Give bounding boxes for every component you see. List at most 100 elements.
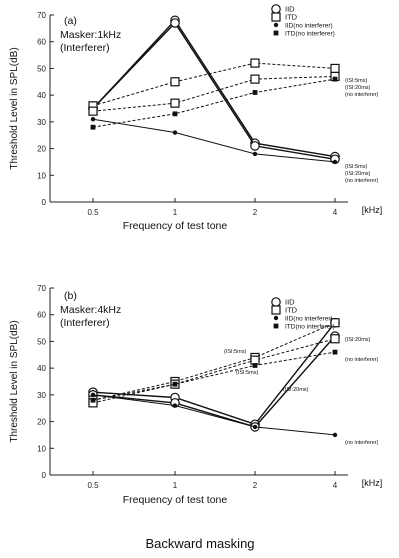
data-point [90, 116, 96, 122]
series-annotation: (ISI:5ms) [345, 164, 367, 170]
series-line [92, 335, 336, 428]
legend-label: ITD [285, 306, 298, 315]
data-point [252, 151, 258, 157]
x-tick-label: 4 [333, 208, 338, 217]
data-point [330, 318, 340, 328]
legend-label: IID [285, 298, 295, 307]
series-line [92, 322, 336, 401]
y-tick-label: 70 [37, 284, 46, 293]
legend-marker [271, 297, 281, 307]
x-tick-label: 0.5 [87, 208, 99, 217]
data-point [250, 355, 260, 365]
data-point [172, 111, 178, 117]
data-point [170, 98, 180, 108]
y-tick-label: 60 [37, 311, 46, 320]
x-tick-label: 2 [253, 208, 258, 217]
legend-label: IID(no interferer) [285, 316, 333, 323]
legend-label: ITD(no interferer) [285, 324, 335, 331]
y-tick-label: 30 [37, 391, 46, 400]
series-annotation: (ISI:5ms) [236, 370, 258, 376]
data-point [90, 124, 96, 130]
interferer-label: (Interferer) [60, 317, 110, 329]
legend-label: IID [285, 5, 295, 14]
y-tick-label: 20 [37, 145, 46, 154]
series-line [92, 62, 336, 107]
masker-label: Masker:1kHz [60, 29, 121, 41]
series-annotation: (ISI:20ms) [345, 85, 371, 91]
data-point [170, 77, 180, 87]
series-annotation: (ISI:20ms) [283, 387, 309, 393]
y-tick-label: 50 [37, 337, 46, 346]
legend-marker [271, 12, 281, 22]
legend-label: ITD [285, 13, 298, 22]
series-annotation: (ISI:20ms) [345, 171, 371, 177]
x-tick-label: 1 [173, 208, 178, 217]
y-tick-label: 30 [37, 118, 46, 127]
series-annotation: (ISI:20ms) [345, 337, 371, 343]
interferer-label: (Interferer) [60, 42, 110, 54]
legend-label: IID(no interferer) [285, 23, 333, 30]
data-point [88, 106, 98, 116]
x-axis-unit: [kHz] [362, 205, 383, 215]
data-point [90, 392, 96, 398]
y-tick-label: 10 [37, 444, 46, 453]
data-point [330, 334, 340, 344]
data-point [250, 58, 260, 68]
legend-marker [271, 305, 281, 315]
series-line [92, 118, 336, 163]
x-tick-label: 4 [333, 481, 338, 490]
y-tick-label: 40 [37, 364, 46, 373]
y-tick-label: 0 [42, 198, 47, 207]
data-point [252, 363, 258, 368]
data-point [252, 424, 258, 430]
series-annotation: (no interferer) [345, 92, 378, 98]
x-tick-label: 0.5 [87, 481, 99, 490]
y-tick-label: 10 [37, 171, 46, 180]
data-point [90, 397, 96, 403]
series-line [92, 78, 336, 128]
y-tick-label: 60 [37, 38, 46, 47]
data-point [170, 18, 180, 28]
legend-marker [273, 22, 279, 28]
legend-marker [273, 323, 279, 329]
series-line [92, 338, 336, 404]
data-point [332, 76, 338, 82]
legend-label: ITD(no interferer) [285, 31, 335, 38]
panel-label: (a) [64, 15, 77, 27]
chart-panel-a: 0 10 20 30 40 50 60 70 0.5 1 2 4 Frequency of test t… [9, 4, 383, 232]
data-point [252, 90, 258, 95]
y-tick-label: 50 [37, 64, 46, 73]
x-tick-label: 2 [253, 481, 258, 490]
legend-marker [273, 315, 279, 321]
x-axis-label: Frequency of test tone [123, 220, 228, 232]
legend-marker [271, 4, 281, 14]
data-point [332, 432, 338, 438]
x-axis-label: Frequency of test tone [123, 494, 228, 506]
data-point [172, 130, 178, 135]
y-tick-label: 0 [42, 471, 47, 480]
chart-panel-b: 0 10 20 30 40 50 60 70 0.5 1 2 4 Frequency of test t… [9, 284, 382, 506]
series-annotation: (no interferer) [345, 178, 378, 184]
y-tick-label: 40 [37, 91, 46, 100]
series-line [92, 75, 336, 112]
data-point [330, 63, 340, 74]
panel-label: (b) [64, 290, 77, 302]
series-annotation: (ISI:5ms) [345, 78, 367, 84]
data-point [332, 349, 338, 355]
series-line [92, 394, 336, 436]
x-tick-label: 1 [173, 481, 178, 490]
y-axis-label: Threshold Level in SPL(dB) [9, 320, 20, 442]
series-line [92, 351, 336, 401]
data-point [172, 403, 178, 408]
y-axis-label: Threshold Level in SPL(dB) [9, 47, 20, 169]
figure-caption: Backward masking [145, 536, 254, 551]
masker-label: Masker:4kHz [60, 304, 121, 316]
series-line [92, 21, 336, 160]
series-line [92, 19, 336, 158]
legend-marker [273, 30, 279, 36]
data-point [250, 141, 260, 151]
series-annotation: (no interferer) [345, 357, 378, 363]
series-annotation: (ISI:5ms) [224, 349, 246, 355]
y-tick-label: 20 [37, 418, 46, 427]
